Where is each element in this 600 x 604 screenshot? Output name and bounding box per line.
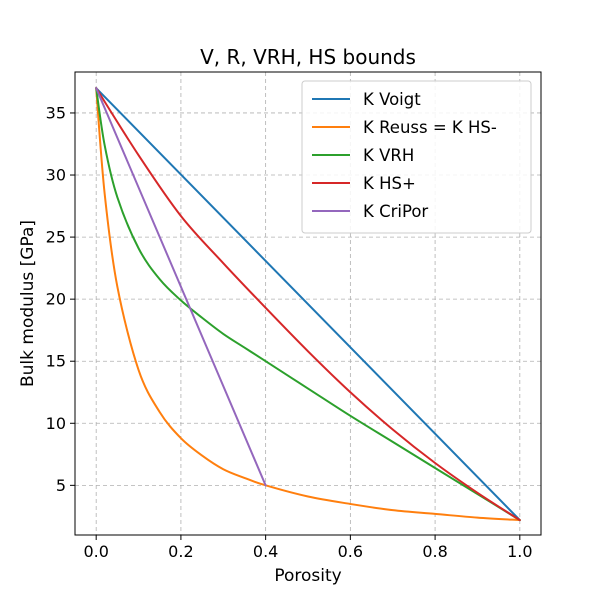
y-tick-label: 10 [46,414,66,433]
legend: K Voigt K Reuss = K HS- K VRH K HS+ K CriPor [301,80,532,234]
legend-label: K Voigt [363,90,421,109]
series-line-4 [95,87,267,487]
x-tick-label: 0.8 [422,542,447,561]
x-tick-label: 0.2 [168,542,193,561]
plot-frame [74,71,542,536]
series-line-0 [95,87,521,522]
y-tick-label: 20 [46,290,66,309]
y-tick-label: 30 [46,166,66,185]
y-tick-label: 5 [56,476,66,495]
series-line-2 [95,87,521,522]
legend-label: K HS+ [363,174,416,193]
y-tick-label: 15 [46,352,66,371]
series-line-1 [95,87,521,522]
y-tick-label: 25 [46,228,66,247]
ticks: 0.0 0.2 0.4 0.6 0.8 1.0 5 10 15 20 25 30 35 [46,103,533,561]
x-tick-label: 0.0 [83,542,108,561]
legend-label: K CriPor [363,202,428,221]
legend-label: K Reuss = K HS- [363,118,497,137]
legend-box [301,80,532,234]
series-line-3 [95,87,521,522]
x-tick-label: 0.4 [253,542,278,561]
grid [75,72,541,535]
y-tick-label: 35 [46,103,66,122]
x-tick-label: 1.0 [507,542,532,561]
x-axis-label: Porosity [274,566,341,586]
legend-label: K VRH [363,146,414,165]
chart-title: V, R, VRH, HS bounds [200,45,416,69]
y-axis-label: Bulk modulus [GPa] [18,220,38,387]
x-tick-label: 0.6 [338,542,363,561]
series-lines [95,87,521,522]
